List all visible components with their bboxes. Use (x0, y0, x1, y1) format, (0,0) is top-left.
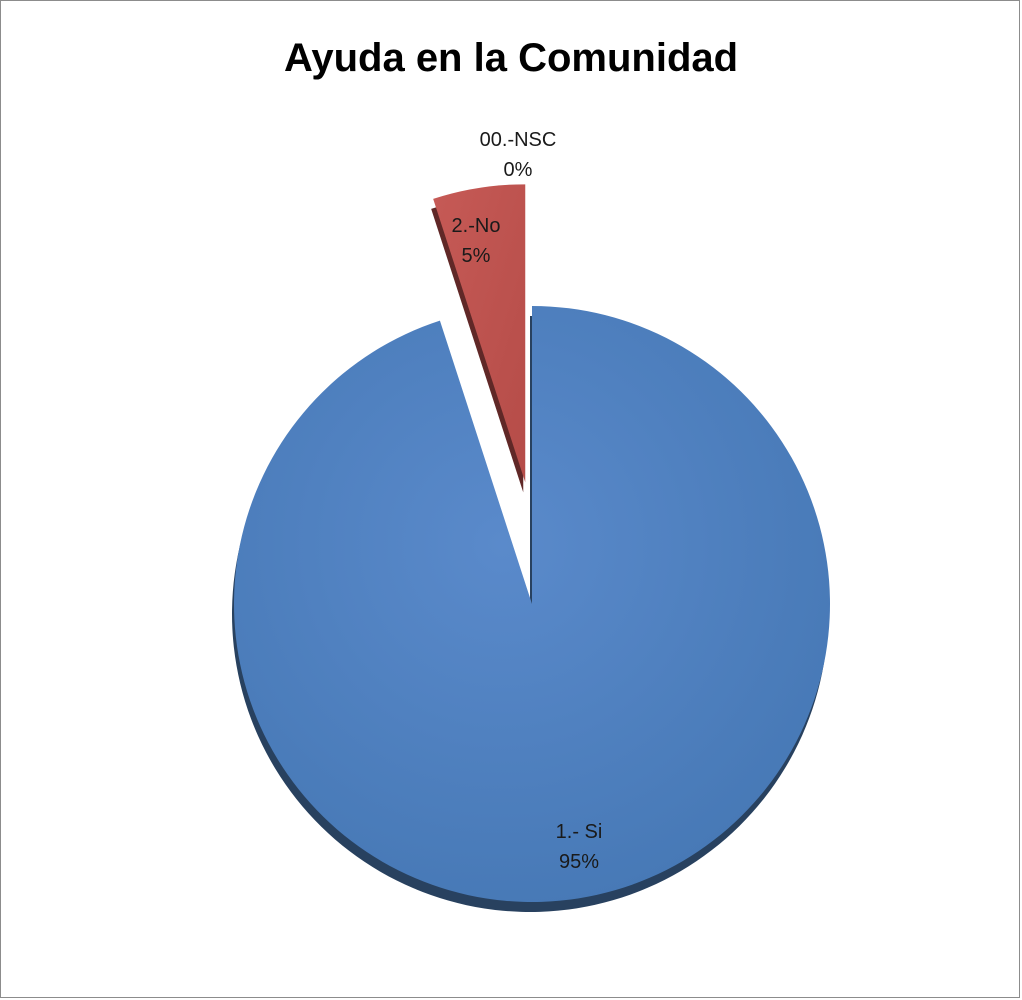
pie-slice-1[interactable] (433, 184, 526, 483)
slice-label-no: 2.-No (452, 215, 501, 237)
slice-label-nsc: 00.-NSC (480, 129, 557, 151)
slice-percent-no: 5% (462, 245, 491, 267)
slice-percent-nsc: 0% (504, 159, 533, 181)
pie-slice-0[interactable] (233, 306, 830, 902)
slice-percent-si: 95% (559, 851, 599, 873)
slice-label-si: 1.- Si (556, 821, 603, 843)
chart-title: Ayuda en la Comunidad (283, 36, 739, 80)
